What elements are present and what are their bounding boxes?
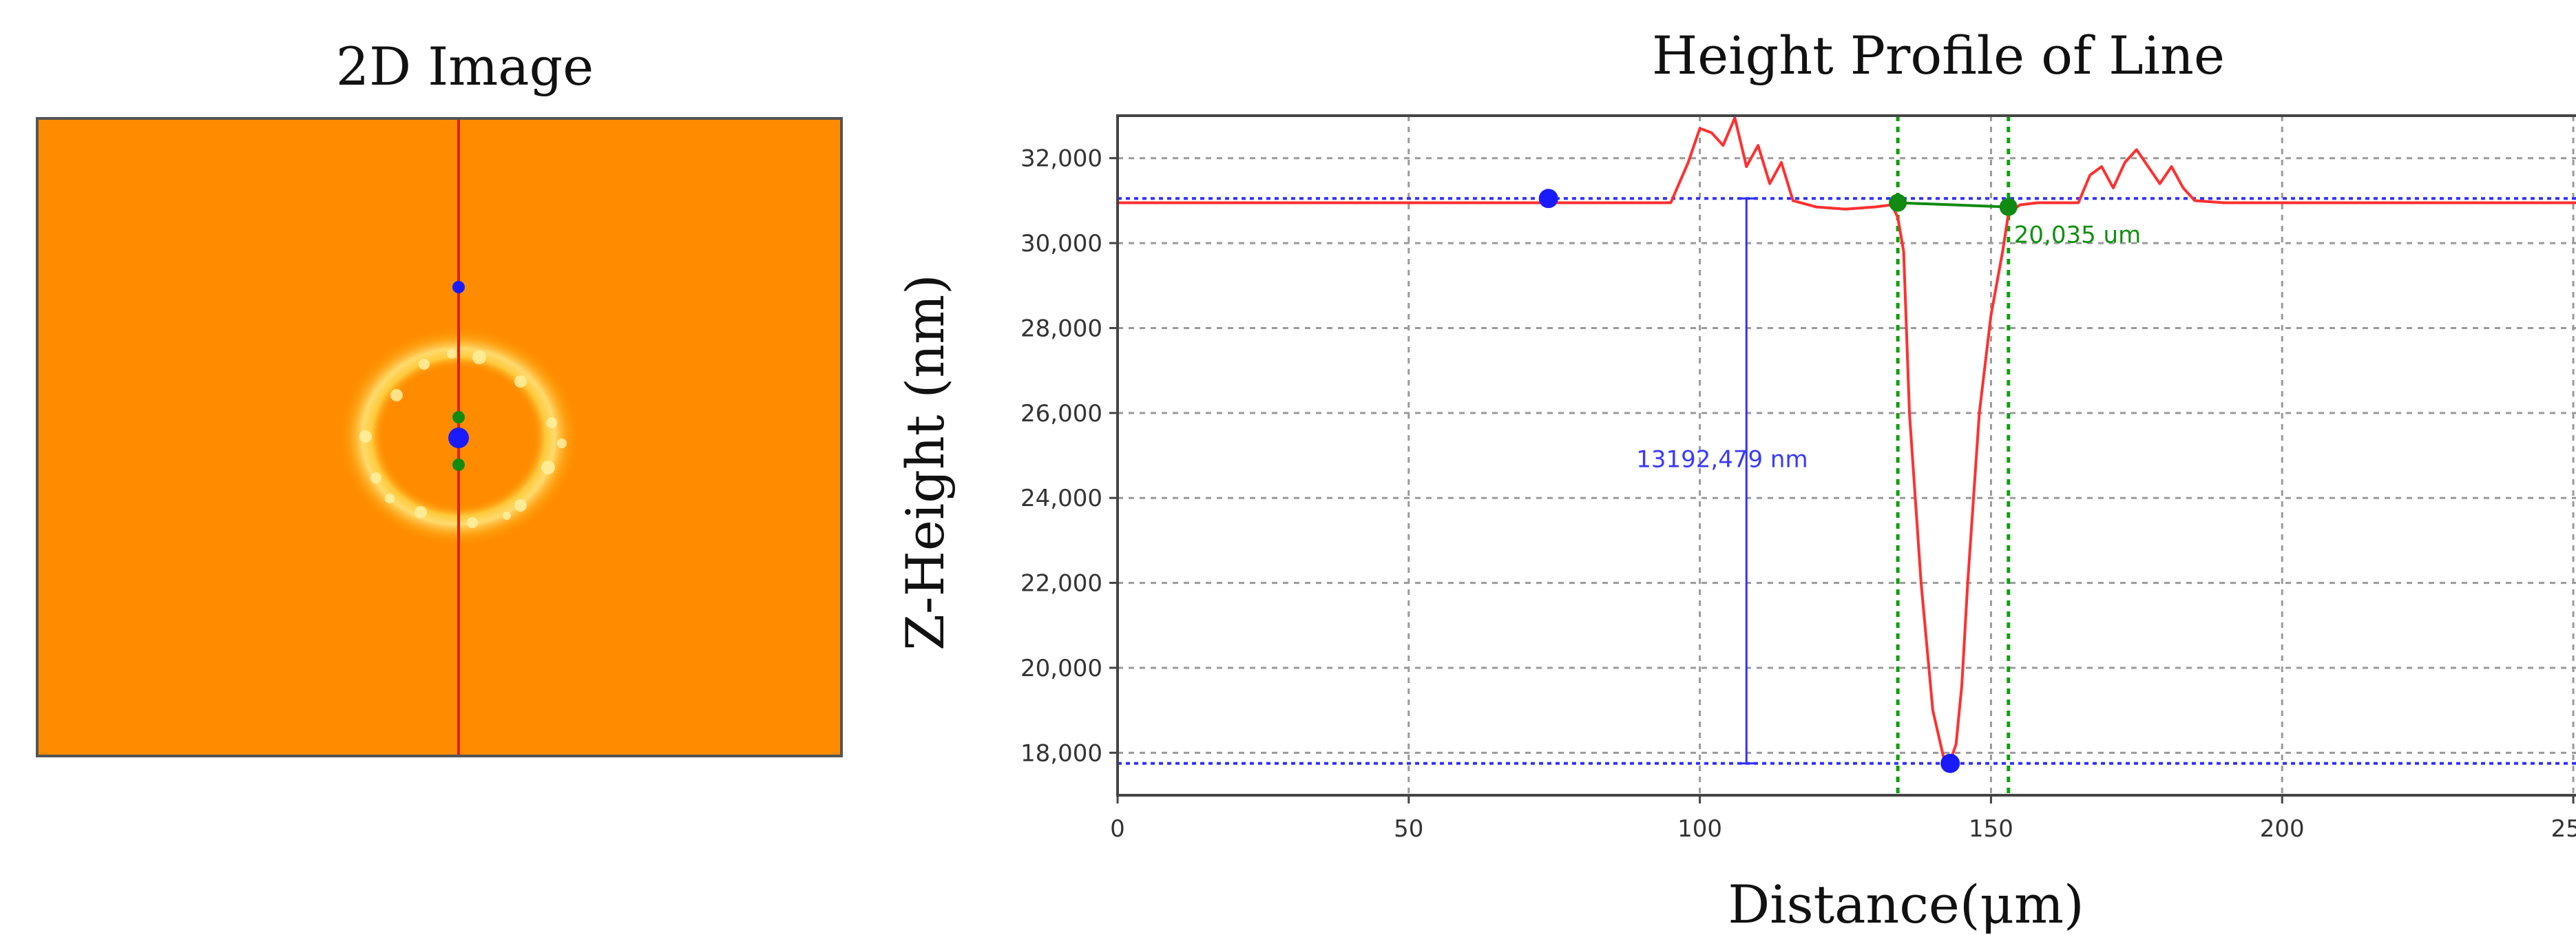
depth-annotation: 13192,479 nm (1636, 446, 1808, 474)
plot-svg: 0 50 100 150 200 250 18,000 20,000 22,000 24,000 2… (895, 114, 2576, 935)
y-tick-label: 32,000 (1020, 145, 1102, 173)
y-tick-label: 30,000 (1020, 230, 1102, 258)
x-tick-label: 250 (2551, 815, 2576, 843)
height-profile-line (1118, 116, 2576, 763)
x-tick-label: 0 (1110, 815, 1125, 843)
x-axis-label: Distance(μm) (1728, 874, 2084, 935)
blue-marker-high (1538, 189, 1558, 209)
height-profile-chart: 0 50 100 150 200 250 18,000 20,000 22,000 24,000 2… (895, 96, 2576, 935)
y-tick-label: 20,000 (1020, 655, 1102, 682)
y-tick-label: 24,000 (1020, 485, 1102, 512)
y-tick-label: 22,000 (1020, 570, 1102, 598)
y-axis-label: Z-Height (nm) (895, 274, 956, 651)
blue-marker-low (1940, 753, 1960, 773)
blue-marker-top (452, 281, 465, 293)
right-title: Height Profile of Line (1652, 25, 2225, 86)
y-tick-label: 26,000 (1020, 400, 1102, 428)
x-tick-label: 50 (1394, 815, 1423, 843)
x-tick-label: 100 (1677, 815, 1722, 843)
green-marker-top (452, 411, 465, 423)
2d-image-panel (36, 117, 843, 757)
plot-area (1118, 116, 2576, 795)
left-title: 2D Image (335, 36, 594, 97)
green-marker-right (1999, 198, 2018, 216)
2d-image (338, 120, 579, 755)
green-marker-left (1889, 193, 1907, 212)
width-measure-line (1898, 201, 2009, 209)
green-marker-bottom (452, 459, 465, 471)
x-tick-label: 150 (1969, 815, 2013, 843)
y-tick-label: 18,000 (1020, 739, 1102, 767)
y-tick-label: 28,000 (1020, 315, 1102, 342)
width-annotation: 20,035 um (2014, 222, 2141, 249)
blue-marker-center (448, 428, 469, 448)
plot-frame (1116, 114, 2576, 797)
x-tick-label: 200 (2260, 815, 2305, 843)
